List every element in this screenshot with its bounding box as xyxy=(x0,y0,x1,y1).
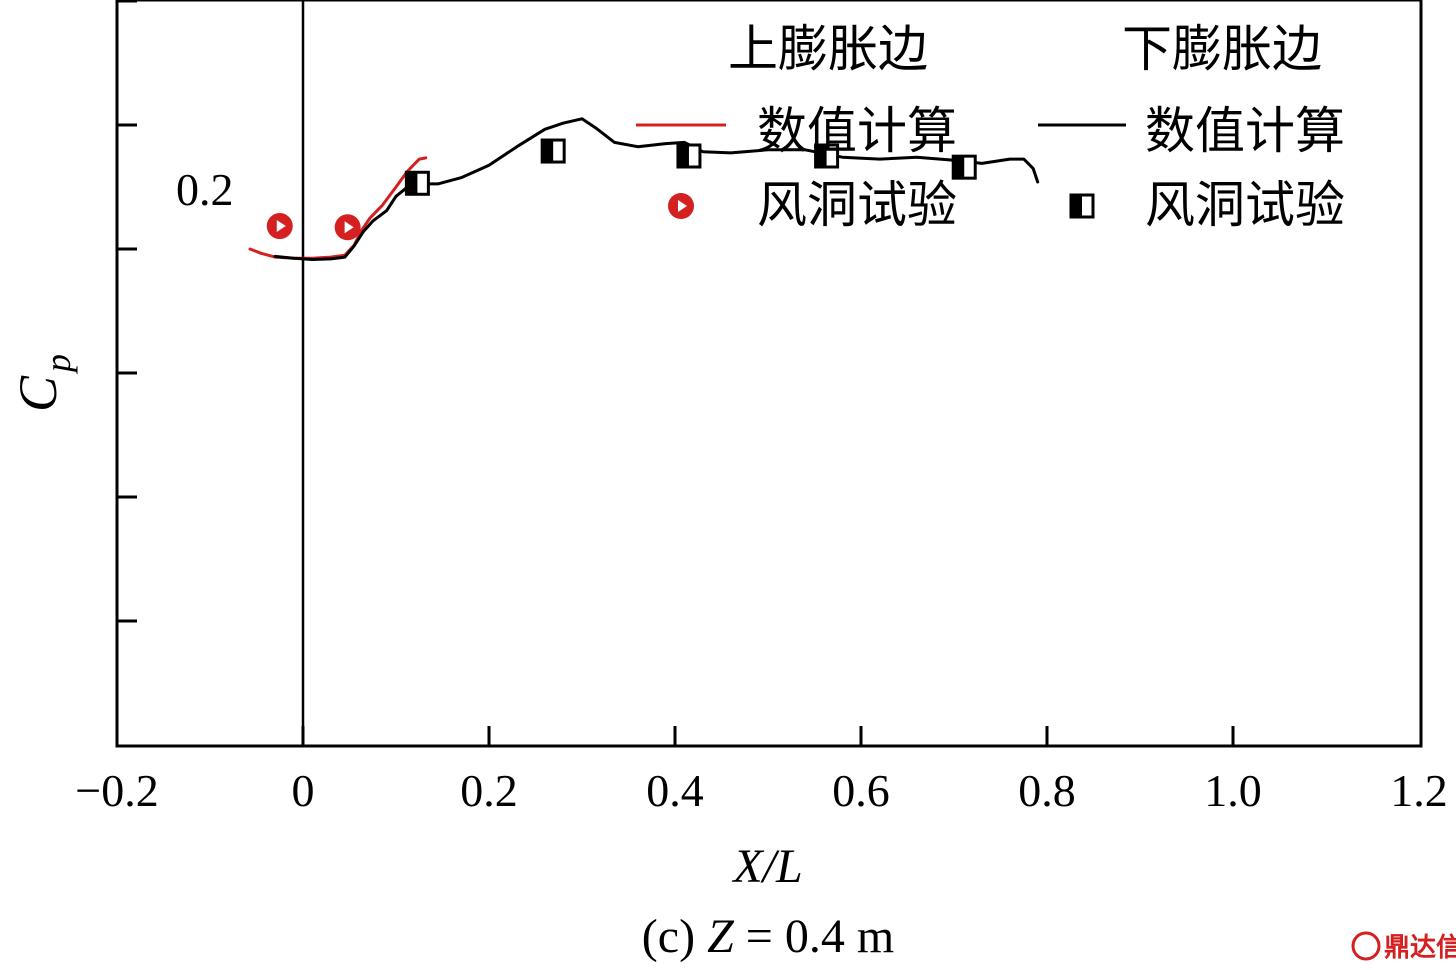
legend-red-marker-shape-notch xyxy=(678,200,687,212)
series-3-marker-3 xyxy=(814,143,840,169)
legend-black-marker-shape-fill xyxy=(1071,195,1082,217)
series-2-marker-0-notch xyxy=(276,220,286,233)
x-tick-labels: −0.2 0 0.2 0.4 0.6 0.8 1.0 1.2 xyxy=(75,765,1447,816)
x-tick-label-6: 1.0 xyxy=(1204,765,1262,816)
legend-black-marker-shape xyxy=(1069,193,1095,219)
scale-arrow-down-icon xyxy=(152,0,154,1)
y-axis-title-main: C xyxy=(8,375,68,412)
legend-header-upper: 上膨胀边 xyxy=(728,21,928,77)
series-3-marker-0 xyxy=(404,170,430,196)
series-2-marker-0 xyxy=(266,213,293,240)
series-3-marker-1 xyxy=(540,138,566,164)
y-axis-title-sub: p xyxy=(38,354,78,375)
x-tick-label-7: 1.2 xyxy=(1390,765,1448,816)
legend-lower-numerical-label: 数值计算 xyxy=(1145,103,1345,159)
x-tick-label-3: 0.4 xyxy=(646,765,704,816)
x-tick-label-2: 0.2 xyxy=(460,765,518,816)
figure-caption: (c) Z = 0.4 m xyxy=(642,910,894,963)
legend-black-marker-icon xyxy=(1069,193,1095,219)
legend-red-marker-shape xyxy=(668,193,694,219)
caption-value: = 0.4 m xyxy=(734,910,894,963)
legend: 上膨胀边 下膨胀边 数值计算 数值计算 风洞试验 风洞试验 xyxy=(636,21,1345,233)
scale-bar: 0.2 xyxy=(152,0,234,215)
legend-upper-experiment-label: 风洞试验 xyxy=(757,177,957,233)
x-tick-label-4: 0.6 xyxy=(832,765,890,816)
y-axis-title: Cp xyxy=(8,354,78,412)
x-tick-label-5: 0.8 xyxy=(1018,765,1076,816)
series-3-marker-4-fill xyxy=(953,156,965,179)
caption-variable: Z xyxy=(707,910,735,963)
caption-prefix: (c) xyxy=(642,910,707,963)
series-2-marker-1 xyxy=(334,214,361,241)
legend-lower-experiment-label: 风洞试验 xyxy=(1145,177,1345,233)
legend-red-marker-icon xyxy=(668,193,694,219)
series-3-marker-3-fill xyxy=(815,145,827,167)
series-layer xyxy=(248,117,1040,261)
svg-text:Cp: Cp xyxy=(8,354,78,412)
watermark-logo-icon xyxy=(1351,931,1381,961)
scale-bar-label: 0.2 xyxy=(176,164,234,215)
watermark: 鼎达信 xyxy=(1351,931,1456,963)
x-ticks xyxy=(301,726,1235,746)
series-line-0 xyxy=(248,156,428,260)
y-ticks xyxy=(117,0,137,623)
series-3-marker-1-fill xyxy=(542,140,554,163)
x-tick-label-0: −0.2 xyxy=(75,765,158,816)
series-3-marker-0-fill xyxy=(406,172,418,195)
series-3-marker-4 xyxy=(951,154,977,180)
series-3-marker-2 xyxy=(676,143,702,169)
series-3-marker-2-fill xyxy=(677,145,689,167)
series-2-marker-1-notch xyxy=(344,221,354,234)
legend-header-lower: 下膨胀边 xyxy=(1122,21,1322,77)
series-line-1 xyxy=(273,117,1040,261)
legend-upper-numerical-label: 数值计算 xyxy=(757,103,957,159)
x-tick-label-1: 0 xyxy=(292,765,315,816)
x-axis-title: X/L xyxy=(731,840,802,893)
watermark-text: 鼎达信 xyxy=(1384,933,1456,963)
